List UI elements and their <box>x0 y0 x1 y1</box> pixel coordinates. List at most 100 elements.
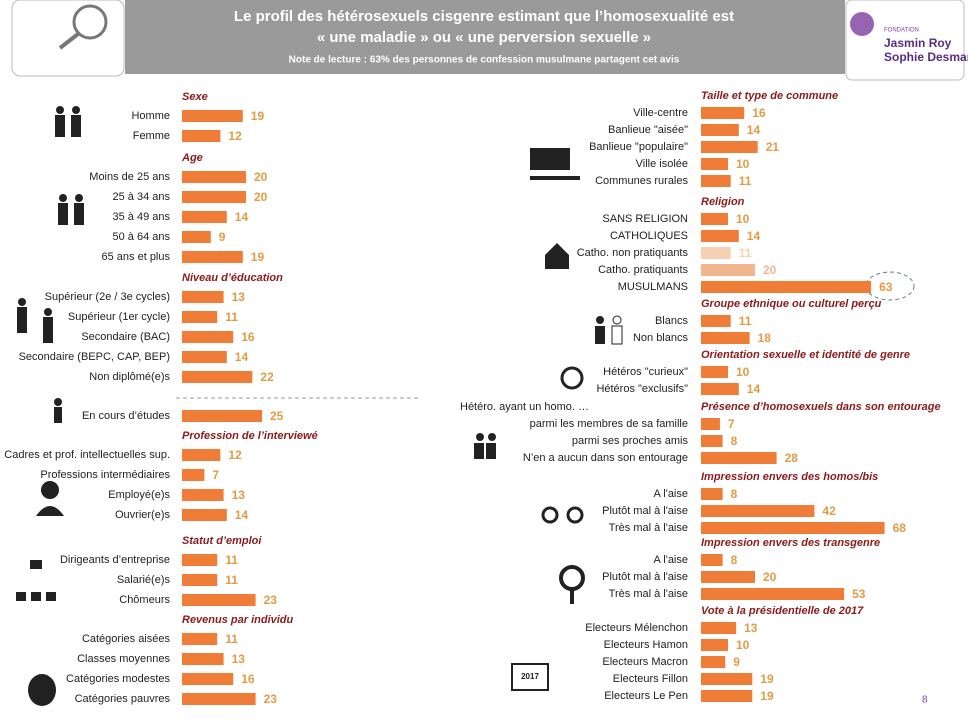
value-label: 19 <box>251 109 265 123</box>
value-label: 13 <box>232 652 246 666</box>
value-label: 13 <box>232 290 246 304</box>
icons <box>16 106 623 706</box>
row-label: Secondaire (BEPC, CAP, BEP) <box>19 351 170 363</box>
section-title: Religion <box>701 196 745 208</box>
row-label: A l'aise <box>653 488 688 500</box>
bar <box>701 656 726 668</box>
value-label: 8 <box>731 487 738 501</box>
value-label: 23 <box>264 692 278 706</box>
row-label: Plutôt mal à l'aise <box>602 505 688 517</box>
row-label: parmi les membres de sa famille <box>530 418 688 430</box>
row-label: Electeurs Le Pen <box>604 690 688 702</box>
bar <box>701 175 731 187</box>
bar <box>701 488 723 500</box>
section-title: Revenus par individu <box>182 614 294 626</box>
value-label: 11 <box>225 553 238 567</box>
value-label: 16 <box>241 330 255 344</box>
bar <box>701 588 845 600</box>
row-label: Cadres et prof. intellectuelles sup. <box>4 449 170 461</box>
row-label: Salarié(e)s <box>117 574 171 586</box>
row-label: Electeurs Macron <box>602 656 688 668</box>
bar <box>701 281 872 293</box>
row-label: Banlieue "aisée" <box>608 124 688 136</box>
bar <box>701 522 885 534</box>
bar <box>701 571 755 583</box>
value-label: 12 <box>228 448 242 462</box>
value-label: 25 <box>270 409 284 423</box>
value-label: 14 <box>747 123 761 137</box>
value-label: 16 <box>752 106 766 120</box>
logo-mark <box>850 12 874 36</box>
value-label: 21 <box>766 140 780 154</box>
row-label: Electeurs Fillon <box>613 673 688 685</box>
logo-line: Sophie Desmarais <box>884 50 968 64</box>
row-label: Professions intermédiaires <box>40 469 170 481</box>
value-label: 42 <box>822 504 836 518</box>
row-label: Chômeurs <box>119 594 170 606</box>
section-title: Statut d’emploi <box>182 535 262 547</box>
section-title: Impression envers des homos/bis <box>701 471 878 483</box>
header-icon-box <box>11 0 125 77</box>
bar <box>701 690 753 702</box>
row-label: SANS RELIGION <box>602 213 688 225</box>
row-label: Catho. pratiquants <box>598 264 688 276</box>
value-label: 19 <box>760 672 774 686</box>
bar <box>701 332 750 344</box>
value-label: 68 <box>893 521 907 535</box>
section-title: Orientation sexuelle et identité de genr… <box>701 349 910 361</box>
value-label: 14 <box>235 210 249 224</box>
value-label: 9 <box>733 655 740 669</box>
bar <box>182 231 211 243</box>
value-label: 10 <box>736 638 750 652</box>
bar <box>182 509 227 521</box>
title-line: « une maladie » ou « une perversion sexu… <box>317 29 651 46</box>
bar <box>182 449 221 461</box>
row-label: Communes rurales <box>595 175 688 187</box>
value-label: 11 <box>225 632 238 646</box>
bar <box>182 311 218 323</box>
value-label: 14 <box>747 382 761 396</box>
row-label: Ville isolée <box>636 158 688 170</box>
bar <box>182 673 234 685</box>
bar <box>182 653 224 665</box>
section-title: Sexe <box>182 91 208 103</box>
section-title: Taille et type de commune <box>701 90 838 102</box>
bar <box>701 107 745 119</box>
page-number: 8 <box>922 695 928 706</box>
row-label: Supérieur (1er cycle) <box>68 311 170 323</box>
value-label: 9 <box>219 230 226 244</box>
row-label: Electeurs Hamon <box>604 639 688 651</box>
row-label: MUSULMANS <box>618 281 688 293</box>
value-label: 63 <box>879 280 893 294</box>
bar <box>701 435 723 447</box>
magnifier-handle <box>58 32 80 50</box>
row-label: Plutôt mal à l'aise <box>602 571 688 583</box>
bar <box>701 230 739 242</box>
bar <box>182 594 256 606</box>
row-label: Femme <box>133 130 170 142</box>
row-label: Catégories pauvres <box>75 693 171 705</box>
magnifier-icon <box>72 4 108 40</box>
bar <box>701 554 723 566</box>
value-label: 10 <box>736 365 750 379</box>
bar <box>701 418 720 430</box>
bar <box>182 489 224 501</box>
row-label: Non blancs <box>633 332 689 344</box>
row-label: Homme <box>131 110 170 122</box>
section-title: Age <box>181 152 203 164</box>
value-label: 11 <box>739 246 752 260</box>
bar <box>701 452 777 464</box>
row-label: Secondaire (BAC) <box>81 331 170 343</box>
value-label: 23 <box>264 593 278 607</box>
bar <box>182 211 227 223</box>
bar <box>182 331 234 343</box>
section-title: Vote à la présidentielle de 2017 <box>701 605 864 617</box>
row-label: 65 ans et plus <box>102 251 171 263</box>
section-aside: Hétéro. ayant un homo. … <box>460 401 589 413</box>
bar <box>701 639 728 651</box>
section-title: Profession de l’interviewé <box>182 430 318 442</box>
highlight-circle <box>865 271 915 301</box>
row-label: Catégories modestes <box>66 673 170 685</box>
section-title: Groupe ethnique ou culturel perçu <box>701 298 882 310</box>
